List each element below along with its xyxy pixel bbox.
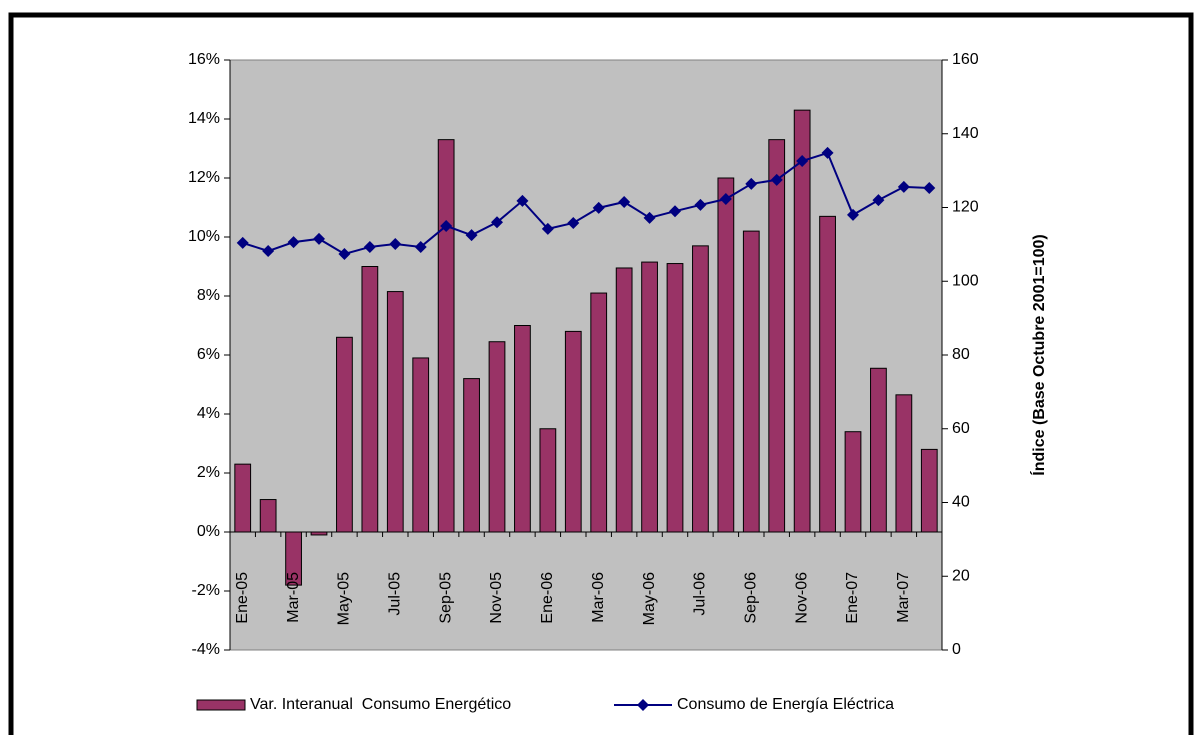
y-tick-label: -2% bbox=[192, 582, 220, 599]
bar bbox=[793, 109, 811, 533]
bar bbox=[437, 139, 455, 533]
bar bbox=[870, 367, 887, 533]
line-marker bbox=[592, 201, 605, 214]
line-marker bbox=[465, 229, 478, 242]
x-tick-label: Mar-06 bbox=[590, 572, 607, 623]
line-marker bbox=[821, 146, 834, 159]
x-tick-label: Nov-05 bbox=[488, 572, 505, 624]
y2-tick-label: 80 bbox=[952, 346, 970, 363]
bar bbox=[361, 266, 379, 533]
line-marker bbox=[923, 181, 936, 194]
line-marker bbox=[313, 232, 325, 245]
line-marker bbox=[897, 180, 910, 193]
y-tick-label: 4% bbox=[197, 405, 220, 422]
x-tick-label: Ene-07 bbox=[844, 572, 861, 624]
bar bbox=[514, 325, 531, 533]
line-marker bbox=[338, 247, 351, 260]
bar bbox=[615, 267, 633, 533]
line-marker bbox=[872, 194, 885, 207]
x-tick-label: Mar-05 bbox=[285, 572, 302, 623]
bar bbox=[336, 336, 353, 533]
bar bbox=[895, 394, 913, 533]
x-tick-label: May-06 bbox=[641, 572, 658, 625]
bar bbox=[920, 448, 938, 533]
x-tick-label: Mar-07 bbox=[895, 572, 912, 623]
line-marker bbox=[389, 238, 402, 251]
y-tick-label: 2% bbox=[197, 464, 220, 481]
y-tick-label: 6% bbox=[197, 346, 220, 363]
bar bbox=[641, 261, 658, 533]
line-marker bbox=[541, 222, 554, 235]
bar bbox=[234, 463, 252, 533]
bar bbox=[259, 499, 277, 533]
line-marker bbox=[287, 236, 300, 249]
x-tick-label: Sep-06 bbox=[743, 572, 760, 624]
bar bbox=[412, 357, 430, 533]
x-tick-label: May-05 bbox=[336, 572, 353, 625]
y2-tick-label: 20 bbox=[952, 567, 970, 584]
y-tick-label: 0% bbox=[197, 523, 220, 540]
line-marker bbox=[440, 219, 453, 232]
y2-tick-label: 160 bbox=[952, 51, 979, 68]
y-tick-label: 16% bbox=[188, 51, 220, 68]
line-marker bbox=[262, 245, 275, 258]
y-tick-label: 14% bbox=[188, 110, 220, 127]
bar bbox=[386, 291, 404, 533]
line-marker bbox=[618, 195, 631, 208]
x-tick-label: Ene-06 bbox=[539, 572, 556, 624]
y-tick-label: 12% bbox=[188, 169, 220, 186]
y2-tick-label: 120 bbox=[952, 199, 979, 216]
x-tick-label: Jul-05 bbox=[387, 572, 404, 616]
y-tick-label: -4% bbox=[192, 641, 220, 658]
line-marker bbox=[516, 194, 529, 207]
x-tick-label: Ene-05 bbox=[234, 572, 251, 624]
bar bbox=[539, 428, 557, 533]
line-marker bbox=[363, 240, 376, 253]
y2-tick-label: 60 bbox=[952, 420, 970, 437]
line-marker bbox=[669, 205, 681, 218]
x-tick-label: Nov-06 bbox=[793, 572, 810, 624]
bar bbox=[564, 330, 582, 533]
y2-tick-label: 140 bbox=[952, 125, 979, 142]
line-marker bbox=[694, 198, 707, 211]
legend-label: Var. Interanual Consumo Energético bbox=[250, 696, 511, 713]
line-marker bbox=[847, 208, 859, 221]
y2-tick-label: 40 bbox=[952, 494, 970, 511]
y-tick-label: 8% bbox=[197, 287, 220, 304]
line-marker bbox=[491, 216, 503, 229]
bar bbox=[844, 431, 862, 533]
line-marker bbox=[414, 240, 427, 253]
y2-tick-label: 100 bbox=[952, 272, 979, 289]
bar bbox=[742, 230, 760, 533]
y2-tick-label: 0 bbox=[952, 641, 961, 658]
x-tick-label: Jul-06 bbox=[692, 572, 709, 616]
legend-label: Consumo de Energía Eléctrica bbox=[677, 696, 894, 713]
line-marker bbox=[745, 177, 758, 190]
bar bbox=[463, 378, 480, 533]
x-tick-label: Sep-05 bbox=[437, 572, 454, 624]
legend-swatch bbox=[196, 699, 246, 711]
line-marker bbox=[236, 236, 249, 249]
y-tick-label: 10% bbox=[188, 228, 220, 245]
bar bbox=[590, 292, 608, 533]
line-marker bbox=[719, 193, 732, 206]
bar bbox=[666, 263, 684, 533]
line-marker bbox=[770, 173, 783, 186]
bar bbox=[819, 215, 836, 533]
line-marker bbox=[567, 216, 580, 229]
bar bbox=[768, 139, 786, 533]
frame bbox=[8, 12, 1194, 735]
line-marker bbox=[796, 155, 809, 168]
bar bbox=[488, 341, 506, 533]
y2-axis-title: Índice (Base Octubre 2001=100) bbox=[1029, 234, 1048, 475]
line-series bbox=[242, 151, 930, 256]
bar bbox=[717, 177, 735, 533]
line-marker bbox=[643, 211, 656, 224]
legend-swatch bbox=[637, 699, 649, 711]
bar bbox=[692, 245, 709, 533]
